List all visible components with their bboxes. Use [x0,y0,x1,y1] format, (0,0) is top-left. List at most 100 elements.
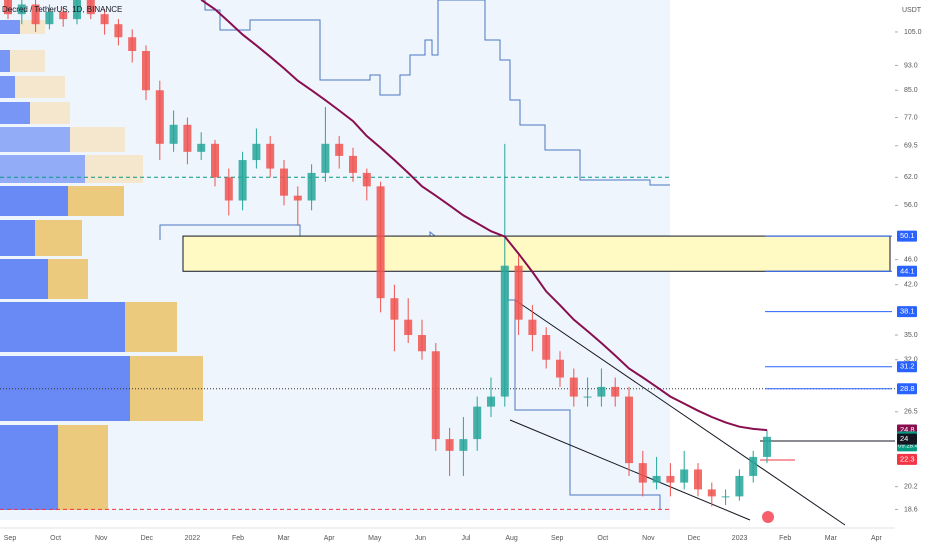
currency-label: USDT [902,7,922,14]
price-tag [897,433,917,445]
x-tick-label: Oct [597,535,608,542]
price-tag [897,230,917,242]
y-tick-label: 20.2 [904,483,918,490]
y-tick-label: 93.0 [904,62,918,69]
vp-bar [0,50,10,72]
candle-body [694,469,702,490]
candle-body [197,143,206,152]
y-tick-label: 35.0 [904,332,918,339]
x-tick-label: Nov [642,535,655,542]
price-tag-label: 50.1 [900,231,915,240]
candle-body [542,335,551,360]
vp-bar [0,127,70,152]
volume-profile [0,20,203,510]
candle-body [169,124,178,144]
candle-body [459,439,468,451]
candle-body [266,143,275,169]
candle-body [721,496,730,498]
vp-bar [0,76,15,98]
candle-body [59,11,68,20]
candle-body [445,439,454,451]
event-icon [762,511,774,523]
candle-body [735,475,744,497]
candle-body [431,351,440,440]
candle-body [487,396,495,407]
price-zone [182,235,891,272]
candle-body [73,0,81,20]
price-tag-label: 24.8 [900,425,915,434]
candle-body [183,124,192,152]
price-tag [897,453,917,465]
x-tick-label: Sep [4,535,17,542]
candle-body [528,319,537,336]
price-tag-label: 44.1 [900,266,915,275]
y-tick-label: 32.0 [904,357,918,364]
candle-body [611,386,620,397]
price-tag-countdown: 09:28:48 [898,443,922,449]
candle-body [4,0,12,15]
candle-body [224,177,233,201]
price-tag [897,265,917,277]
vp-bar [130,356,203,421]
y-tick-label: 85.0 [904,87,918,94]
vp-bar [0,259,48,299]
price-tag-label: 28.8 [900,384,915,393]
candle-body [749,456,758,476]
x-tick-label: Nov [95,535,108,542]
candle-body [307,172,316,201]
candle-body [569,377,578,397]
candle-body [86,0,95,15]
vp-bar [0,155,85,183]
candle-body [638,463,647,483]
price-tag-label: 22.3 [900,454,915,463]
candle-body [114,24,123,38]
candle-body [418,335,426,352]
y-tick-label: 26.5 [904,409,918,416]
x-tick-label: Oct [50,535,61,542]
candle-body [238,160,247,201]
price-tag-label: 31.2 [900,362,915,371]
candle-body [293,195,302,201]
vp-bar [0,302,125,352]
candle-body [45,11,54,25]
price-tag [897,306,917,318]
trend-line [514,299,846,526]
candle-body [390,298,399,320]
vp-bar [48,259,88,299]
candle-body [625,396,633,464]
candle-body [597,386,606,397]
candle-body [680,469,689,483]
x-tick-label: Feb [232,535,244,542]
candle-body [349,155,357,173]
y-tick-label: 46.0 [904,256,918,263]
candle-body [666,475,675,483]
price-tag-label: 24 [900,434,908,443]
x-tick-label: Mar [825,535,838,542]
candle-body [100,14,109,25]
x-tick-label: Apr [871,535,883,542]
vp-bar [35,220,82,256]
candle-body [556,359,564,378]
vp-bar [0,425,58,510]
y-tick-label: 77.0 [904,114,918,121]
vp-bar [15,76,65,98]
x-tick-label: Apr [324,535,336,542]
price-tag [897,361,917,373]
y-tick-label: 105.0 [904,29,922,36]
x-tick-label: Aug [505,535,518,542]
candle-body [142,50,150,91]
x-tick-label: May [368,535,382,542]
x-tick-label: Jun [415,535,426,542]
candle-body [211,143,219,178]
plot [0,0,895,510]
candle-body [362,172,371,187]
candle-body [473,406,482,440]
y-tick-label: 62.0 [904,174,918,181]
x-tick-label: Jul [462,535,471,542]
candle-body [321,143,330,173]
candle-body [17,4,26,15]
x-tick-label: Feb [779,535,791,542]
moving-average [200,0,768,432]
x-tick-label: Sep [551,535,564,542]
